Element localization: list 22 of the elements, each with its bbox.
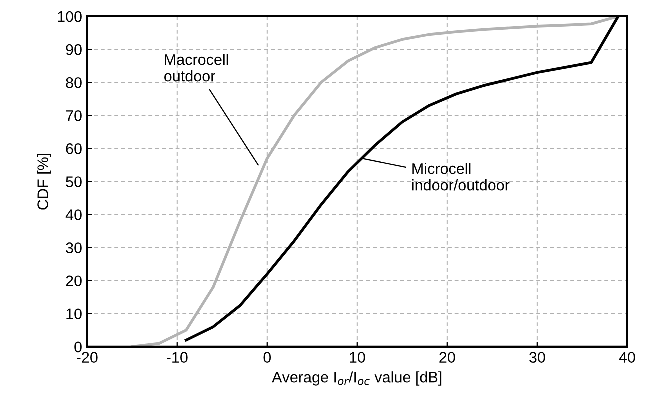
y-tick-label: 100 — [58, 11, 82, 22]
x-axis-title: Average I$_{or}$/I$_{oc}$ value [dB] — [272, 372, 442, 386]
y-tick-label: 0 — [74, 342, 82, 353]
x-tick-label: 0 — [264, 352, 272, 364]
y-tick-label: 30 — [66, 242, 82, 254]
y-tick-label: 20 — [66, 276, 82, 287]
x-tick-label: -20 — [77, 352, 98, 364]
y-tick-label: 60 — [66, 144, 82, 154]
y-tick-label: 40 — [66, 210, 82, 220]
x-tick-label: 30 — [530, 352, 546, 364]
x-tick-label: 40 — [619, 352, 636, 364]
annotation: Macrocell outdoor — [164, 54, 228, 82]
annotation: Microcell indoor/outdoor — [412, 163, 510, 191]
x-tick-label: -10 — [167, 352, 188, 364]
x-tick-label: 10 — [350, 352, 366, 364]
y-tick-label: 50 — [66, 176, 82, 188]
x-tick-label: 20 — [440, 352, 456, 364]
y-tick-label: 70 — [66, 110, 82, 122]
y-tick-label: 90 — [66, 44, 82, 56]
y-tick-label: 10 — [66, 308, 82, 320]
y-axis-title: CDF [%] — [37, 154, 52, 210]
y-tick-label: 80 — [66, 77, 82, 88]
